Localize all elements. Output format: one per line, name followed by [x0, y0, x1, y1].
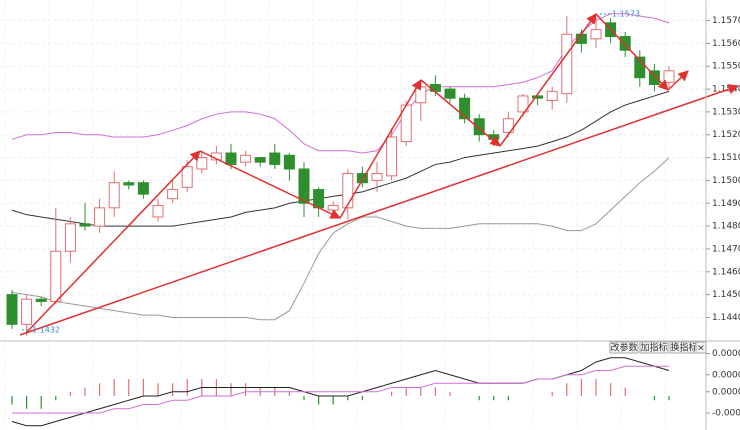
candle-body [356, 173, 368, 184]
candle-body [444, 88, 456, 99]
y-tick-label: 1.1560 [712, 39, 740, 49]
candle-body [298, 168, 310, 204]
candle-body [415, 86, 427, 104]
candle-body [94, 207, 106, 227]
candle-body [561, 33, 573, 95]
candle-body [137, 182, 149, 195]
y-tick-label: 1.1490 [712, 199, 740, 209]
candle-body [619, 36, 631, 51]
candle-body [473, 118, 485, 136]
candle-body [459, 97, 471, 120]
drawings [19, 13, 739, 336]
low-annotation: 1.1432 [32, 326, 60, 335]
candle-body [386, 136, 398, 177]
wave-arrow [25, 150, 201, 334]
candle-body [6, 294, 18, 325]
y-tick-label: 1.1530 [712, 107, 740, 117]
candle-body [50, 250, 62, 302]
y-tick-label: 1.1550 [712, 62, 740, 72]
candle-body [502, 118, 514, 133]
candle-body [327, 205, 339, 211]
wave-arrow [499, 13, 597, 147]
y-tick-label: 1.1480 [712, 222, 740, 232]
y-tick-label: 1.1510 [712, 153, 740, 163]
y-tick-label: 1.1570 [712, 16, 740, 26]
indicator-line [11, 157, 670, 321]
candle-body [313, 189, 325, 209]
wave-arrow [420, 79, 501, 147]
wave-arrow [199, 150, 341, 219]
candle-body [648, 70, 660, 85]
candle-body [269, 152, 281, 165]
wave-arrow [667, 70, 689, 91]
candle-body [35, 298, 47, 302]
button-label[interactable]: 加指标 [640, 342, 667, 354]
indicator-line [12, 365, 669, 414]
candle-body [254, 157, 266, 163]
button[interactable] [639, 341, 669, 354]
candle-body [240, 154, 252, 163]
candle-body [79, 223, 91, 227]
candle-body [225, 152, 237, 165]
trend-line [19, 84, 739, 336]
y-tick-label: 1.1470 [712, 244, 740, 254]
close-label[interactable]: × [697, 344, 705, 354]
button[interactable] [609, 341, 639, 354]
wave-arrow [595, 13, 669, 91]
candle-body [283, 154, 295, 170]
indicator-line [11, 90, 670, 227]
y-tick-label: 1.1450 [712, 290, 740, 300]
candle-body [634, 56, 646, 79]
candle-body [196, 157, 208, 170]
candle-body [181, 166, 193, 188]
candle-body [663, 70, 675, 83]
candle-body [371, 173, 383, 181]
candle-body [532, 95, 544, 99]
y-tick-label: 1.1520 [712, 130, 740, 140]
candle-body [429, 84, 441, 92]
candle-body [108, 182, 120, 209]
candle-body [152, 205, 164, 218]
candle-body [21, 298, 33, 325]
y-tick-label: 1.1500 [712, 176, 740, 186]
y-tick-label: 1.1460 [712, 267, 740, 277]
candle-body [342, 173, 354, 209]
candle-body [546, 90, 558, 101]
candle-body [590, 29, 602, 40]
button-label[interactable]: 换指标 [670, 342, 697, 354]
close-button[interactable] [695, 341, 707, 354]
toolbar: 改参数 加指标 换指标 × [609, 341, 707, 354]
candle-body [123, 182, 135, 186]
indicator-line [11, 13, 670, 154]
button-label[interactable]: 改参数 [610, 342, 637, 354]
candle-body [64, 223, 76, 252]
candle-body [167, 189, 179, 200]
high-annotation: 1.1573 [612, 10, 640, 19]
wave-arrow [339, 79, 422, 219]
candle-body [517, 95, 529, 113]
